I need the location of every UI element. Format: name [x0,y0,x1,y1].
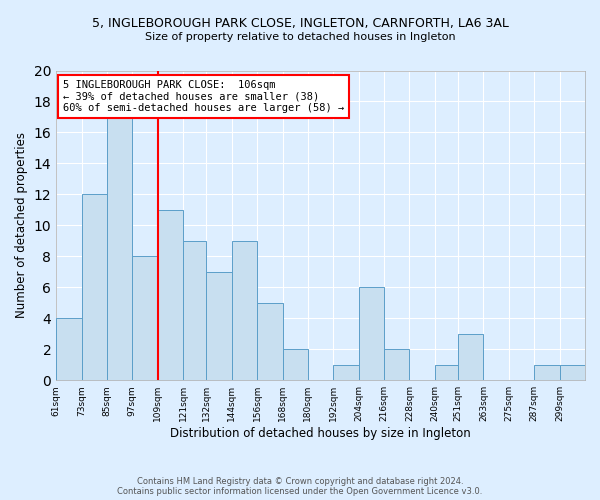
Y-axis label: Number of detached properties: Number of detached properties [15,132,28,318]
Bar [56,318,82,380]
Bar [458,334,484,380]
Text: Size of property relative to detached houses in Ingleton: Size of property relative to detached ho… [145,32,455,42]
Bar [232,241,257,380]
Text: 5, INGLEBOROUGH PARK CLOSE, INGLETON, CARNFORTH, LA6 3AL: 5, INGLEBOROUGH PARK CLOSE, INGLETON, CA… [92,18,508,30]
Bar [257,303,283,380]
Bar [384,349,409,380]
Bar [534,364,560,380]
Text: Contains public sector information licensed under the Open Government Licence v3: Contains public sector information licen… [118,488,482,496]
Bar [82,194,107,380]
X-axis label: Distribution of detached houses by size in Ingleton: Distribution of detached houses by size … [170,427,471,440]
Bar [435,364,458,380]
Text: Contains HM Land Registry data © Crown copyright and database right 2024.: Contains HM Land Registry data © Crown c… [137,478,463,486]
Bar [183,241,206,380]
Bar [283,349,308,380]
Bar [107,117,133,380]
Bar [158,210,183,380]
Bar [206,272,232,380]
Text: 5 INGLEBOROUGH PARK CLOSE:  106sqm
← 39% of detached houses are smaller (38)
60%: 5 INGLEBOROUGH PARK CLOSE: 106sqm ← 39% … [63,80,344,113]
Bar [359,288,384,380]
Bar [133,256,158,380]
Bar [560,364,585,380]
Bar [333,364,359,380]
